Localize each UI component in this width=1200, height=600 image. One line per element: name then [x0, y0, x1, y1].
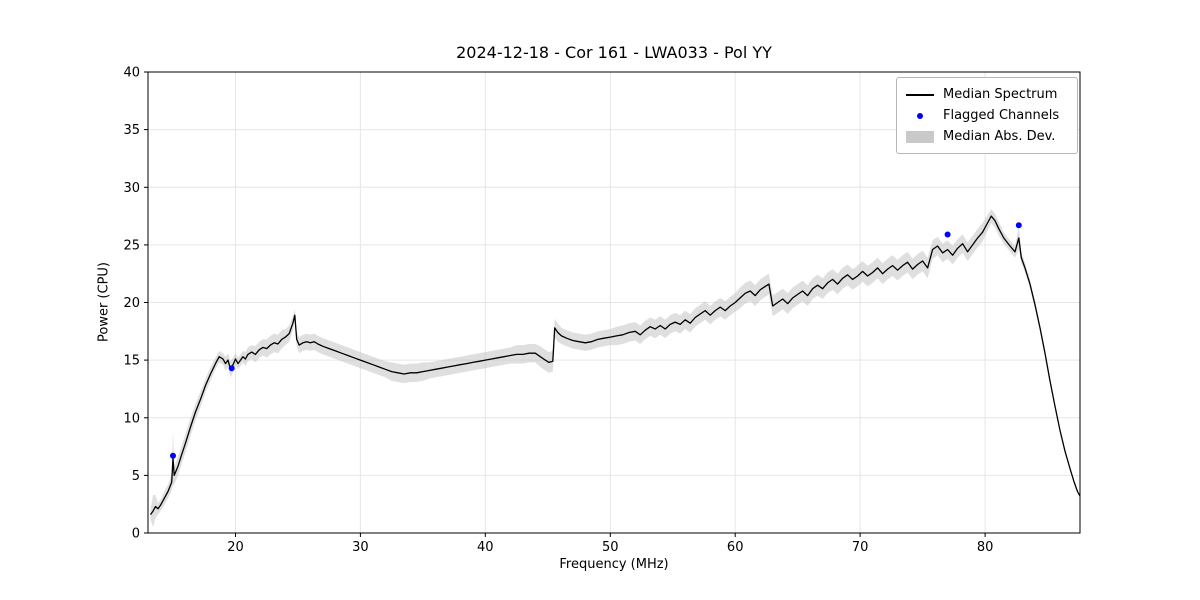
chart-title: 2024-12-18 - Cor 161 - LWA033 - Pol YY: [456, 43, 772, 62]
svg-text:30: 30: [352, 540, 369, 555]
mad-patch-icon: [905, 130, 935, 143]
flagged-channel-points: [170, 222, 1022, 459]
legend-label-median: Median Spectrum: [943, 87, 1058, 102]
svg-text:20: 20: [123, 296, 140, 311]
svg-text:20: 20: [227, 540, 244, 555]
svg-text:10: 10: [123, 411, 140, 426]
svg-text:0: 0: [132, 527, 140, 542]
svg-text:40: 40: [123, 66, 140, 81]
svg-text:80: 80: [977, 540, 994, 555]
y-axis-label: Power (CPU): [96, 261, 112, 343]
median-spectrum-line: [149, 215, 1081, 515]
grid-lines: [148, 71, 1080, 534]
tick-labels: 20 30 40 50 60 70 80 0 5 10 15 20 25 30 35 40: [123, 66, 993, 556]
legend-item-median-abs-dev: Median Abs. Dev.: [905, 126, 1069, 147]
svg-text:50: 50: [602, 540, 619, 555]
legend-item-median-spectrum: Median Spectrum: [905, 84, 1069, 105]
x-axis-label: Frequency (MHz): [559, 557, 669, 572]
flagged-dot-icon: [905, 112, 935, 119]
svg-text:70: 70: [852, 540, 869, 555]
legend-label-flagged: Flagged Channels: [943, 108, 1060, 123]
svg-text:30: 30: [123, 181, 140, 196]
svg-text:40: 40: [477, 540, 494, 555]
svg-text:35: 35: [123, 123, 140, 138]
svg-text:5: 5: [132, 469, 140, 484]
svg-text:15: 15: [123, 354, 140, 369]
legend-item-flagged-channels: Flagged Channels: [905, 105, 1069, 126]
svg-text:25: 25: [123, 238, 140, 253]
legend-label-mad: Median Abs. Dev.: [943, 129, 1056, 144]
legend: Median Spectrum Flagged Channels Median …: [896, 77, 1078, 154]
mad-band: [150, 209, 1080, 528]
median-line-icon: [905, 93, 935, 96]
axes-ticks: [144, 71, 986, 537]
svg-text:60: 60: [727, 540, 744, 555]
